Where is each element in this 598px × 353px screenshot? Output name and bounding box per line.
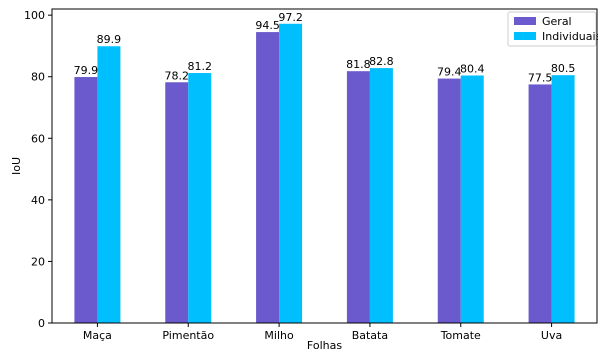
bar <box>551 75 575 323</box>
bar <box>369 68 393 323</box>
bar <box>188 73 212 323</box>
bar <box>97 46 121 323</box>
x-tick-label: Pimentão <box>162 329 214 342</box>
bar <box>346 71 370 323</box>
bar <box>165 82 189 324</box>
x-axis-label: Folhas <box>307 339 342 352</box>
bar-value-label: 81.8 <box>346 58 371 71</box>
bar-value-label: 79.9 <box>74 64 99 77</box>
bar <box>460 75 484 324</box>
bars <box>74 23 575 324</box>
x-tick-label: Tomate <box>440 329 481 342</box>
x-tick-label: Uva <box>541 329 562 342</box>
bar <box>528 84 552 323</box>
x-tick-label: Maça <box>83 329 112 342</box>
y-axis-ticks: 0 20 40 60 80 100 <box>24 9 52 330</box>
bar-value-label: 82.8 <box>369 55 394 68</box>
legend-label: Geral <box>542 15 572 28</box>
y-tick-label: 80 <box>31 71 45 84</box>
y-tick-label: 100 <box>24 9 45 22</box>
bar <box>279 23 303 324</box>
bar-value-label: 78.2 <box>165 69 190 82</box>
bar-value-label: 97.2 <box>278 11 303 24</box>
y-axis-label: IoU <box>10 157 23 175</box>
legend-swatch <box>514 17 536 25</box>
x-tick-label: Milho <box>264 329 294 342</box>
y-tick-label: 0 <box>38 317 45 330</box>
bar-value-label: 80.4 <box>460 62 485 75</box>
legend-swatch <box>514 32 536 40</box>
legend-label: Individuais <box>542 30 598 43</box>
bar-value-label: 79.4 <box>437 66 462 79</box>
bar-value-label: 77.5 <box>528 71 553 84</box>
bar-value-label: 81.2 <box>188 60 213 73</box>
bar-value-label: 94.5 <box>255 19 280 32</box>
y-tick-label: 60 <box>31 132 45 145</box>
bar-value-labels: 79.9 89.9 78.281.2 94.597.2 81.882.8 79.480.4… <box>74 11 576 85</box>
bar <box>256 32 280 324</box>
x-tick-label: Batata <box>352 329 388 342</box>
x-axis-ticks: Maça Pimentão Milho Batata Tomate Uva <box>83 323 562 342</box>
bar-value-label: 80.5 <box>551 62 576 75</box>
bar <box>437 78 461 324</box>
y-tick-label: 40 <box>31 194 45 207</box>
bar <box>74 77 98 324</box>
bar-value-label: 89.9 <box>97 33 122 46</box>
plot-frame <box>51 8 598 324</box>
legend: Geral Individuais <box>507 11 598 47</box>
y-tick-label: 20 <box>31 255 45 268</box>
